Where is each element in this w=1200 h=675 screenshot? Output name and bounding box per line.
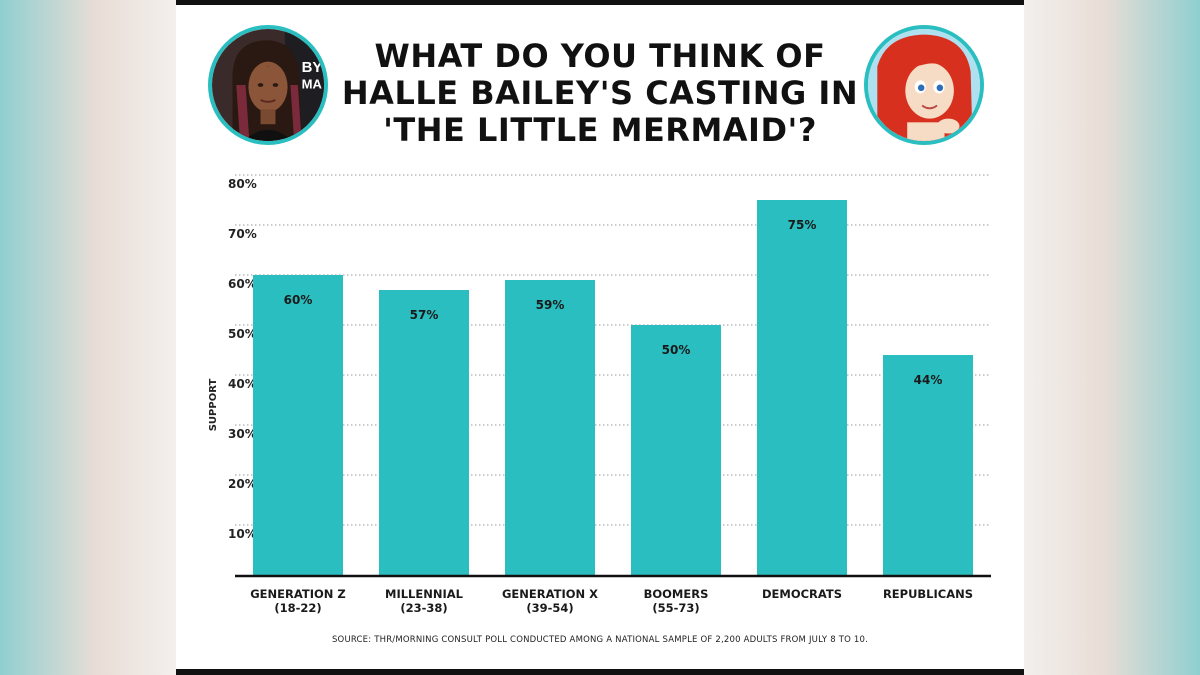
portrait-image: BY MA	[212, 29, 324, 141]
bar	[379, 290, 469, 575]
bar-chart: 10% 20% 30% 40% 50% 60% 70% 80% SUPPORT 60% GENERA…	[208, 174, 991, 615]
x-tick-sublabel: (23-38)	[400, 601, 447, 615]
x-tick-label: DEMOCRATS	[762, 587, 842, 601]
bar-value-label: 59%	[536, 298, 565, 312]
x-tick-label: BOOMERS	[644, 587, 709, 601]
x-tick-label: MILLENNIAL	[385, 587, 464, 601]
svg-text:MA: MA	[302, 77, 323, 92]
bar	[757, 200, 847, 575]
title-line-2: HALLE BAILEY'S CASTING IN	[341, 74, 859, 112]
bottom-border	[176, 669, 1024, 675]
y-axis-label: SUPPORT	[208, 379, 219, 432]
x-tick-label: GENERATION X	[502, 587, 598, 601]
y-tick-label: 70%	[228, 227, 257, 241]
y-tick-label: 20%	[228, 477, 257, 491]
mermaid-image	[868, 29, 980, 141]
svg-text:BY: BY	[302, 59, 323, 76]
portrait-photo: BY MA	[208, 25, 328, 145]
bar	[253, 275, 343, 575]
cartoon-mermaid-illustration	[864, 25, 984, 145]
source-note: SOURCE: THR/MORNING CONSULT POLL CONDUCT…	[331, 635, 869, 645]
bar	[631, 325, 721, 575]
y-tick-label: 60%	[228, 277, 257, 291]
bar-value-label: 44%	[914, 373, 943, 387]
x-tick-label: REPUBLICANS	[883, 587, 973, 601]
x-tick-sublabel: (55-73)	[652, 601, 699, 615]
y-tick-label: 80%	[228, 177, 257, 191]
chart-title: WHAT DO YOU THINK OF HALLE BAILEY'S CAST…	[326, 38, 874, 149]
bar-value-label: 75%	[788, 218, 817, 232]
bar-value-label: 57%	[410, 308, 439, 322]
title-line-1: WHAT DO YOU THINK OF	[374, 37, 826, 75]
bar	[505, 280, 595, 575]
infographic-card: BY MA WHAT DO YOU THINK OF HALLE BAILEY'…	[176, 0, 1024, 675]
top-border	[176, 0, 1024, 5]
title-line-3: 'THE LITTLE MERMAID'?	[383, 111, 817, 149]
y-tick-label: 30%	[228, 427, 257, 441]
y-tick-label: 40%	[228, 377, 257, 391]
x-tick-label: GENERATION Z	[250, 587, 346, 601]
x-tick-sublabel: (18-22)	[274, 601, 321, 615]
bar	[883, 355, 973, 575]
bar-value-label: 50%	[662, 343, 691, 357]
bar-value-label: 60%	[284, 293, 313, 307]
y-tick-label: 50%	[228, 327, 257, 341]
y-tick-label: 10%	[228, 527, 257, 541]
x-tick-sublabel: (39-54)	[526, 601, 573, 615]
